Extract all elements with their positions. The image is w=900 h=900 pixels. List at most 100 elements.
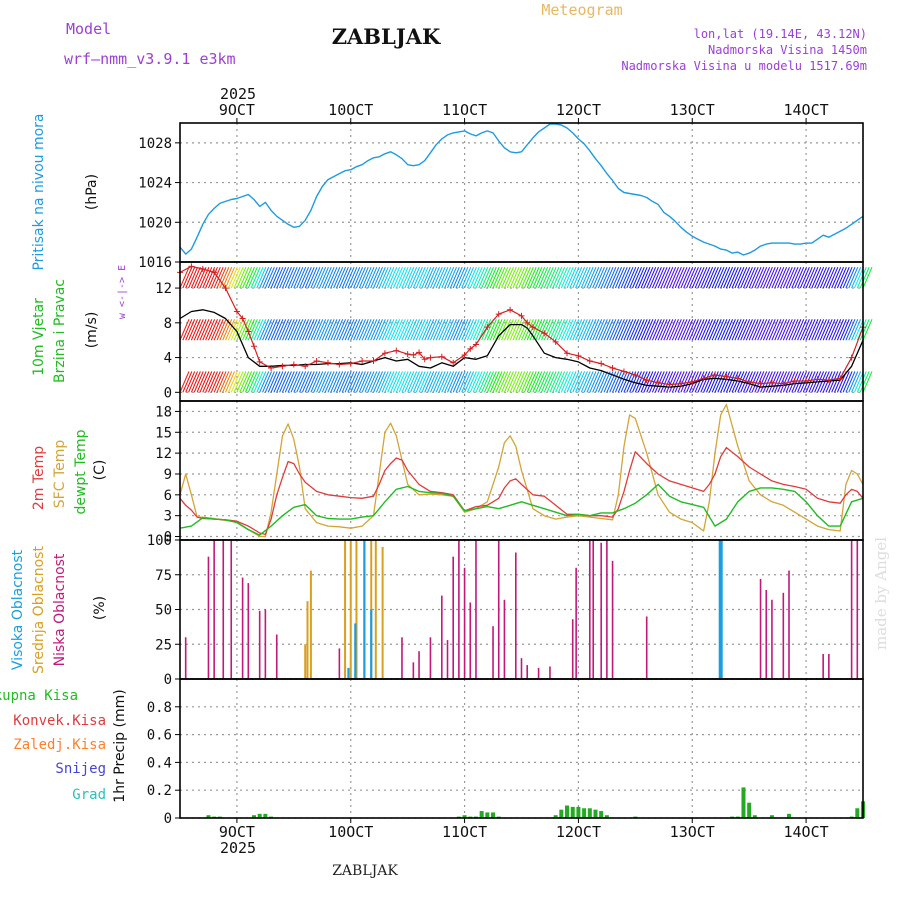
wind-barb xyxy=(478,319,489,341)
wind-barb xyxy=(520,266,532,289)
wind-speed-marker xyxy=(507,306,514,313)
wind-barb xyxy=(779,319,790,341)
wind-barb xyxy=(728,266,739,289)
wind-barb xyxy=(227,319,238,341)
wind-barb xyxy=(748,319,759,341)
wind-barb xyxy=(515,371,526,393)
wind-barb xyxy=(205,371,216,393)
wind-barb xyxy=(267,266,278,289)
wind-speed-marker xyxy=(211,269,218,276)
wind-barb xyxy=(384,371,395,393)
wind-barb xyxy=(375,266,386,289)
wind-barb xyxy=(808,319,819,341)
wind-barb xyxy=(398,266,409,289)
wind-barb xyxy=(614,319,625,341)
wind-barb xyxy=(267,371,278,393)
wind-barb xyxy=(834,266,845,289)
wind-barb xyxy=(552,371,563,393)
y-tick-label: 0 xyxy=(164,530,172,546)
wind-barb xyxy=(791,266,802,289)
wind-barb xyxy=(347,371,358,393)
wind-barb xyxy=(634,319,645,341)
wind-barb xyxy=(338,371,349,393)
wind-barb xyxy=(492,266,503,289)
wind-barb xyxy=(429,319,440,341)
wind-barb xyxy=(557,319,569,341)
wind-speed-marker xyxy=(421,356,428,363)
wind-barb xyxy=(828,371,839,393)
wind-barb xyxy=(353,319,364,341)
wind-speed-marker xyxy=(427,354,434,361)
wind-speed-marker xyxy=(250,343,257,350)
wind-barb xyxy=(259,266,270,289)
y-tick-label: 15 xyxy=(155,425,172,441)
wind-barb xyxy=(831,319,842,341)
wind-barb xyxy=(540,266,551,289)
wind-barb xyxy=(227,266,238,289)
wind-barb xyxy=(526,319,537,341)
wind-barb xyxy=(828,319,839,341)
wind-speed-marker xyxy=(268,364,275,371)
precip-bar xyxy=(559,809,564,818)
wind-barb xyxy=(273,371,284,393)
wind-speed-marker xyxy=(655,379,662,386)
wind-barb xyxy=(523,266,534,289)
wind-barb xyxy=(244,266,255,289)
wind-barb xyxy=(293,266,304,289)
wind-barb xyxy=(612,266,623,289)
wind-barb xyxy=(199,319,210,341)
wind-barb xyxy=(731,266,742,289)
wind-speed-marker xyxy=(313,358,320,365)
wind-barb xyxy=(714,266,725,289)
wind-barb xyxy=(529,266,540,289)
wind-barb xyxy=(213,371,224,393)
wind-barb xyxy=(711,319,722,341)
wind-barb xyxy=(606,319,617,341)
wind-barb xyxy=(336,319,347,341)
wind-barb xyxy=(219,371,230,393)
wind-speed-marker xyxy=(416,349,423,356)
wind-barb xyxy=(461,266,472,289)
wind-barb xyxy=(771,371,782,393)
wind-barb xyxy=(694,371,705,393)
wind-barb xyxy=(740,319,751,341)
wind-barb xyxy=(273,266,284,289)
wind-speed-marker xyxy=(359,358,366,365)
wind-barb xyxy=(802,371,813,393)
wind-barb xyxy=(310,319,321,341)
wind-barb xyxy=(412,319,423,341)
wind-barb xyxy=(506,319,517,341)
wind-barb xyxy=(623,319,634,341)
wind-barb xyxy=(697,319,708,341)
wind-barb xyxy=(392,319,403,341)
wind-barb xyxy=(407,371,418,393)
wind-barb xyxy=(469,266,480,289)
wind-barb xyxy=(825,266,836,289)
wind-barb xyxy=(603,266,614,289)
wind-barb xyxy=(481,371,492,393)
wind-barb xyxy=(734,319,745,341)
wind-barb xyxy=(185,319,196,341)
wind-barb xyxy=(412,371,423,393)
wind-barb xyxy=(728,371,739,393)
wind-barb xyxy=(347,266,358,289)
wind-barb xyxy=(367,266,378,289)
wind-barb xyxy=(831,266,842,289)
wind-barb xyxy=(424,319,435,341)
wind-barb xyxy=(384,319,395,341)
wind-barb xyxy=(592,319,603,341)
y-tick-label: 75 xyxy=(155,568,172,584)
precip-bar xyxy=(479,811,484,818)
wind-barb xyxy=(640,319,651,341)
wind-barb xyxy=(196,319,207,341)
wind-speed-marker xyxy=(199,265,206,272)
wind-barb xyxy=(535,266,546,289)
altitude-label: Nadmorska Visina 1450m xyxy=(708,43,867,57)
wind-barb xyxy=(677,371,688,393)
x-tick-label-top: 14OCT xyxy=(784,101,829,119)
wind-barb xyxy=(654,319,665,341)
precip-bar xyxy=(747,802,752,818)
wind-speed-marker xyxy=(245,328,252,335)
y-tick-label: 1020 xyxy=(138,215,172,231)
precip-bar xyxy=(599,811,604,818)
